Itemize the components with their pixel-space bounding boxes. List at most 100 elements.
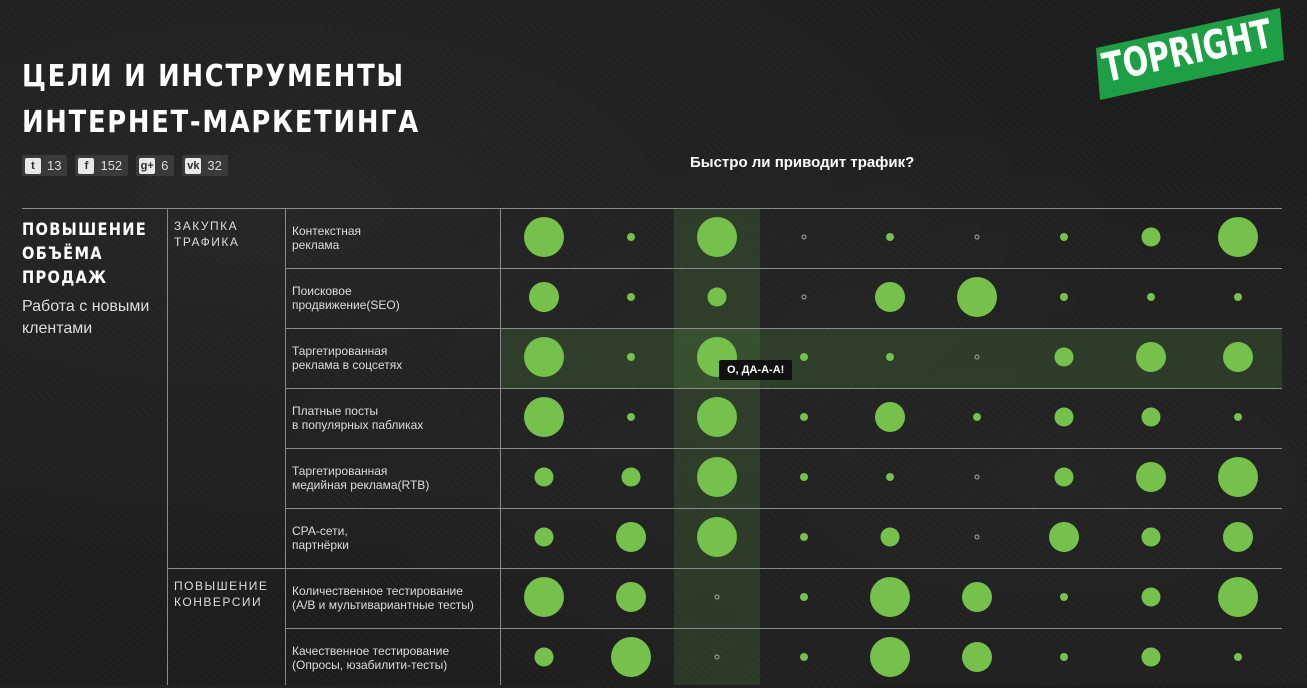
rating-dot[interactable] (800, 473, 808, 481)
tool-label-line-2: реклама в соцсетях (292, 358, 403, 372)
tool-label-line-2: продвижение(SEO) (292, 298, 400, 312)
rating-dot[interactable] (627, 233, 635, 241)
rating-dot[interactable] (1141, 407, 1161, 427)
rating-dot[interactable] (1060, 233, 1068, 241)
rating-dot[interactable] (974, 234, 980, 240)
rating-dot[interactable] (880, 527, 900, 547)
tool-row-label: Качественное тестирование (Опросы, юзаби… (292, 628, 497, 688)
rating-dot[interactable] (962, 642, 992, 672)
rating-dot[interactable] (524, 217, 564, 257)
rating-dot[interactable] (697, 217, 737, 257)
row-divider (285, 268, 1282, 269)
rating-dot[interactable] (886, 473, 894, 481)
rating-dot[interactable] (1060, 653, 1068, 661)
rating-dot[interactable] (801, 294, 807, 300)
googleplus-count: 6 (161, 158, 169, 173)
rating-dot[interactable] (611, 637, 651, 677)
rating-dot[interactable] (1147, 293, 1155, 301)
facebook-share-button[interactable]: f 152 (75, 155, 129, 176)
rating-dot[interactable] (627, 293, 635, 301)
rating-dot[interactable] (962, 582, 992, 612)
rating-dot[interactable] (973, 413, 981, 421)
rating-dot[interactable] (616, 582, 646, 612)
rating-dot[interactable] (1141, 647, 1161, 667)
row-divider (285, 328, 1282, 329)
rating-dot[interactable] (697, 457, 737, 497)
googleplus-share-button[interactable]: g+ 6 (136, 155, 175, 176)
rating-dot[interactable] (800, 653, 808, 661)
rating-dot[interactable] (534, 527, 554, 547)
rating-dot[interactable] (1136, 462, 1166, 492)
rating-dot[interactable] (714, 654, 720, 660)
rating-dot[interactable] (800, 413, 808, 421)
rating-dot[interactable] (697, 397, 737, 437)
rating-dot[interactable] (974, 534, 980, 540)
rating-dot[interactable] (1234, 413, 1242, 421)
rating-dot[interactable] (1218, 577, 1258, 617)
rating-dot[interactable] (714, 594, 720, 600)
title-line-1: ЦЕЛИ И ИНСТРУМЕНТЫ (22, 59, 405, 94)
rating-dot[interactable] (1141, 527, 1161, 547)
vk-share-button[interactable]: vk 32 (182, 155, 228, 176)
tool-row-label: СРА-сети, партнёрки (292, 508, 497, 568)
rating-dot[interactable] (800, 593, 808, 601)
twitter-share-button[interactable]: t 13 (22, 155, 68, 176)
col-divider (285, 208, 286, 685)
rating-dot[interactable] (627, 353, 635, 361)
rating-dot[interactable] (1054, 467, 1074, 487)
rating-dot[interactable] (800, 533, 808, 541)
rating-dot[interactable] (1054, 347, 1074, 367)
rating-dot[interactable] (1054, 407, 1074, 427)
rating-dot[interactable] (524, 337, 564, 377)
category-title-line-2: ОБЪЁМА (22, 244, 103, 264)
rating-dot[interactable] (974, 474, 980, 480)
tool-row-label: Платные посты в популярных пабликах (292, 388, 497, 448)
rating-dot[interactable] (1223, 342, 1253, 372)
category-title: ПОВЫШЕНИЕ ОБЪЁМА ПРОДАЖ (22, 218, 148, 290)
rating-dot[interactable] (870, 637, 910, 677)
topright-logo[interactable]: TOPRIGHT (1092, 6, 1288, 102)
rating-dot[interactable] (875, 282, 905, 312)
tool-label-line-1: Платные посты (292, 404, 379, 418)
tool-row-label: Контекстная реклама (292, 208, 497, 268)
rating-dot[interactable] (1141, 227, 1161, 247)
facebook-icon: f (78, 157, 95, 174)
rating-dot[interactable] (886, 353, 894, 361)
group-label-line-1: ПОВЫШЕНИЕ (174, 579, 269, 593)
rating-dot[interactable] (1136, 342, 1166, 372)
rating-dot[interactable] (534, 467, 554, 487)
col-divider (500, 208, 501, 685)
rating-dot[interactable] (870, 577, 910, 617)
rating-dot[interactable] (1223, 522, 1253, 552)
rating-dot[interactable] (697, 517, 737, 557)
rating-dot[interactable] (524, 397, 564, 437)
rating-dot[interactable] (801, 234, 807, 240)
rating-dot[interactable] (1141, 587, 1161, 607)
rating-dot[interactable] (1218, 457, 1258, 497)
rating-dot[interactable] (1049, 522, 1079, 552)
rating-dot[interactable] (957, 277, 997, 317)
category-title-line-1: ПОВЫШЕНИЕ (22, 220, 148, 240)
rating-dot[interactable] (1060, 593, 1068, 601)
rating-dot[interactable] (974, 354, 980, 360)
rating-dot[interactable] (1234, 293, 1242, 301)
rating-dot[interactable] (886, 233, 894, 241)
rating-dot[interactable] (1218, 217, 1258, 257)
tool-label-line-1: Таргетированная (292, 344, 388, 358)
rating-dot[interactable] (875, 402, 905, 432)
facebook-count: 152 (100, 158, 123, 173)
rating-dot[interactable] (707, 287, 727, 307)
rating-dot[interactable] (1060, 293, 1068, 301)
tool-row-label: Количественное тестирование (A/B и мульт… (292, 568, 497, 628)
rating-dot[interactable] (800, 353, 808, 361)
rating-dot[interactable] (616, 522, 646, 552)
rating-dot[interactable] (524, 577, 564, 617)
row-divider (285, 628, 1282, 629)
rating-dot[interactable] (529, 282, 559, 312)
rating-dot[interactable] (1234, 653, 1242, 661)
rating-dot[interactable] (627, 413, 635, 421)
row-divider (285, 508, 1282, 509)
rating-dot[interactable] (534, 647, 554, 667)
rating-dot[interactable] (621, 467, 641, 487)
matrix-table: ПОВЫШЕНИЕ ОБЪЁМА ПРОДАЖ Работа с новыми … (22, 208, 1282, 685)
